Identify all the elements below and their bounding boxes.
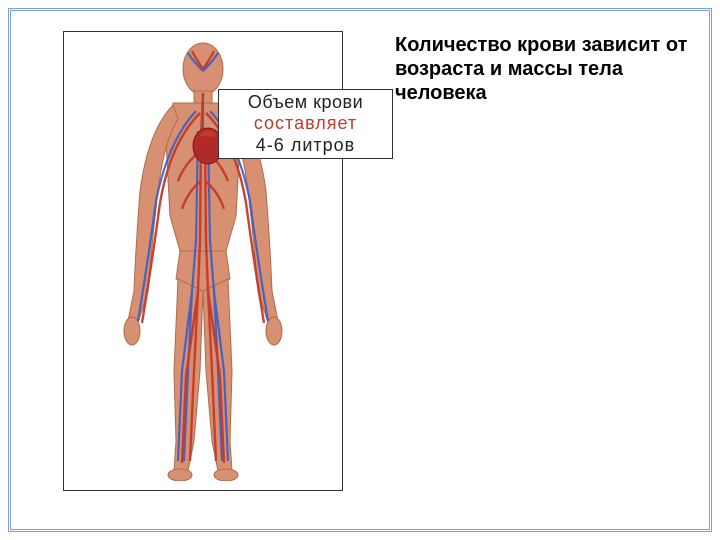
callout-line2: составляет <box>254 113 357 135</box>
slide-frame: Объем крови составляет 4-6 литров Количе… <box>8 8 712 532</box>
figure-area: Объем крови составляет 4-6 литров <box>33 23 373 493</box>
callout-line3: 4-6 литров <box>256 135 355 157</box>
blood-volume-callout: Объем крови составляет 4-6 литров <box>218 89 393 159</box>
main-statement: Количество крови зависит от возраста и м… <box>395 33 709 105</box>
callout-line1: Объем крови <box>248 92 363 114</box>
